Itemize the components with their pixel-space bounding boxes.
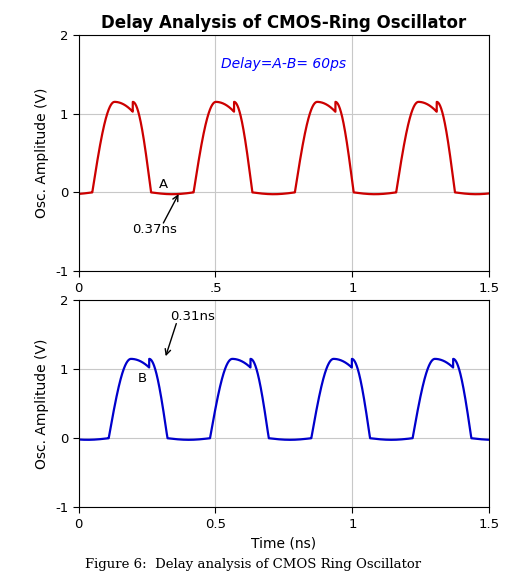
Text: A: A: [159, 178, 168, 191]
Text: Figure 6:  Delay analysis of CMOS Ring Oscillator: Figure 6: Delay analysis of CMOS Ring Os…: [86, 559, 421, 571]
Text: 0.37ns: 0.37ns: [132, 223, 177, 236]
Y-axis label: Osc. Amplitude (V): Osc. Amplitude (V): [35, 339, 49, 469]
Text: 0.31ns: 0.31ns: [170, 310, 215, 322]
Title: Delay Analysis of CMOS-Ring Oscillator: Delay Analysis of CMOS-Ring Oscillator: [101, 14, 466, 32]
Text: B: B: [137, 371, 147, 385]
Text: Delay=A-B= 60ps: Delay=A-B= 60ps: [221, 57, 346, 71]
X-axis label: Time (ns): Time (ns): [251, 536, 316, 550]
X-axis label: Time (ns): Time (ns): [251, 300, 316, 314]
Y-axis label: Osc. Amplitude (V): Osc. Amplitude (V): [35, 88, 49, 218]
